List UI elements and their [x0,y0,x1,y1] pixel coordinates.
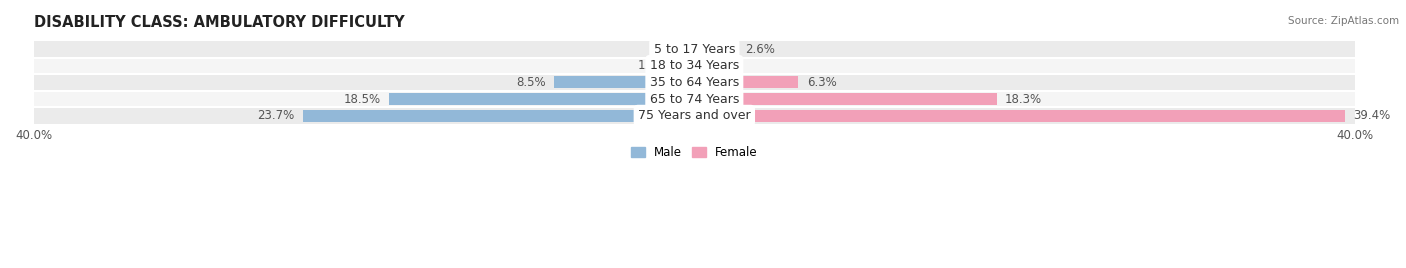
Bar [695,93,997,105]
Text: 2.6%: 2.6% [745,43,776,56]
Text: 18.5%: 18.5% [343,92,381,106]
Text: 39.4%: 39.4% [1354,109,1391,122]
Text: 0.0%: 0.0% [657,43,686,56]
Text: 23.7%: 23.7% [257,109,295,122]
Text: DISABILITY CLASS: AMBULATORY DIFFICULTY: DISABILITY CLASS: AMBULATORY DIFFICULTY [34,15,404,30]
Text: 75 Years and over: 75 Years and over [638,109,751,122]
Bar [695,43,737,55]
Text: 5 to 17 Years: 5 to 17 Years [654,43,735,56]
Bar [388,93,695,105]
Text: 6.3%: 6.3% [807,76,837,89]
Text: 35 to 64 Years: 35 to 64 Years [650,76,740,89]
Text: 18 to 34 Years: 18 to 34 Years [650,59,740,72]
Text: 1.1%: 1.1% [638,59,668,72]
Text: Source: ZipAtlas.com: Source: ZipAtlas.com [1288,16,1399,26]
Bar [34,107,1355,124]
Bar [554,76,695,88]
Bar [695,110,1346,122]
Text: 8.5%: 8.5% [516,76,546,89]
Text: 18.3%: 18.3% [1005,92,1042,106]
Bar [695,76,799,88]
Legend: Male, Female: Male, Female [626,141,762,164]
Bar [676,60,695,72]
Text: 65 to 74 Years: 65 to 74 Years [650,92,740,106]
Bar [34,74,1355,91]
Bar [34,91,1355,107]
Bar [34,58,1355,74]
Bar [34,41,1355,58]
Text: 0.0%: 0.0% [703,59,733,72]
Bar [302,110,695,122]
